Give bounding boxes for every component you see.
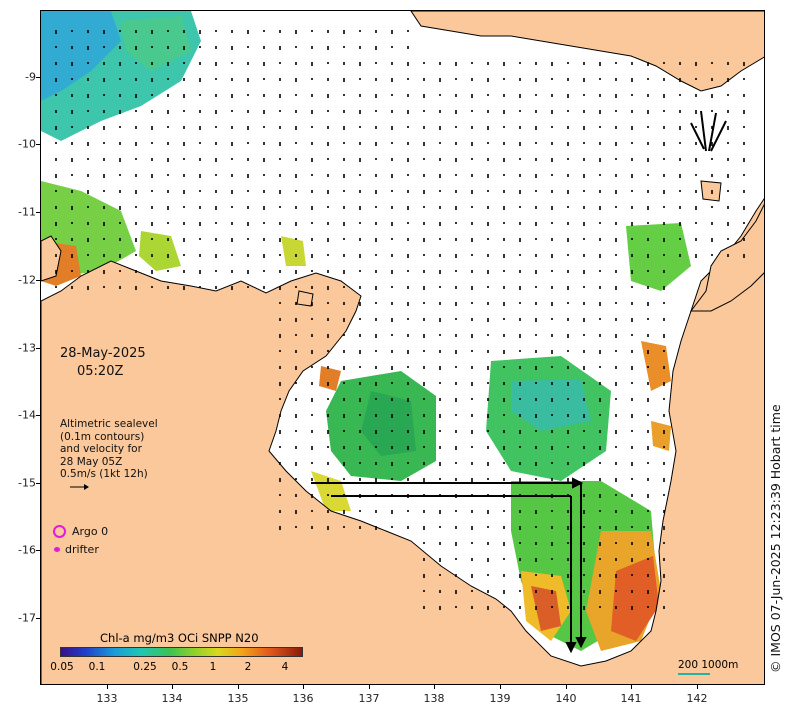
latitude-tick: [36, 77, 40, 78]
date-label: 28-May-2025: [60, 346, 146, 361]
longitude-tick-label: 135: [227, 692, 249, 705]
colorbar-tick-label: 0.25: [133, 661, 157, 673]
longitude-tick-label: 136: [292, 692, 314, 705]
time-label: 05:20Z: [77, 364, 124, 379]
latitude-tick: [36, 144, 40, 145]
chlorophyll-colorbar: [60, 647, 303, 657]
latitude-tick: [36, 550, 40, 551]
colorbar-tick-label: 1: [209, 661, 217, 673]
latitude-tick-label: -10: [18, 137, 36, 151]
colorbar-tick-label: 2: [244, 661, 252, 673]
latitude-tick: [36, 212, 40, 213]
altimetry-line: (0.1m contours): [60, 430, 145, 443]
colorbar-tick-label: 4: [281, 661, 289, 673]
latitude-tick-label: -16: [18, 543, 36, 557]
longitude-tick: [107, 685, 108, 689]
longitude-tick-label: 141: [620, 692, 642, 705]
colorbar-tick-label: 0.5: [171, 661, 189, 673]
latitude-tick: [36, 415, 40, 416]
argo-legend-label: Argo 0: [72, 525, 109, 538]
colorbar-tick-label: 0.05: [50, 661, 74, 673]
chlorophyll-layer: [41, 11, 691, 651]
longitude-tick: [303, 685, 304, 689]
longitude-tick: [369, 685, 370, 689]
longitude-tick: [434, 685, 435, 689]
longitude-tick: [566, 685, 567, 689]
land-layer: [41, 11, 764, 684]
ne-arrow-cluster: [690, 110, 727, 152]
latitude-tick-label: -13: [18, 341, 36, 355]
longitude-tick-label: 134: [161, 692, 183, 705]
map-canvas[interactable]: [41, 11, 765, 685]
altimetry-description: Altimetric sealevel (0.1m contours) and …: [60, 418, 158, 481]
altimetry-line: Altimetric sealevel: [60, 418, 158, 430]
altimetry-line: 0.5m/s (1kt 12h): [60, 468, 148, 480]
latitude-tick: [36, 618, 40, 619]
longitude-tick: [172, 685, 173, 689]
credit-text: © IMOS 07-Jun-2025 12:23:39 Hobart time: [768, 404, 783, 673]
latitude-tick-label: -17: [18, 611, 36, 625]
longitude-tick: [631, 685, 632, 689]
drifter-marker-icon: [54, 547, 60, 552]
latitude-tick-label: -14: [18, 408, 36, 422]
longitude-tick-label: 140: [555, 692, 577, 705]
latitude-tick-label: -15: [18, 476, 36, 490]
longitude-tick: [500, 685, 501, 689]
velocity-arrows: [55, 30, 745, 610]
latitude-tick: [36, 348, 40, 349]
drifter-legend-label: drifter: [65, 543, 99, 556]
altimetry-line: 28 May 05Z: [60, 455, 123, 468]
longitude-tick: [697, 685, 698, 689]
argo-marker-icon: [53, 525, 66, 538]
current-arrows: [311, 477, 587, 654]
longitude-tick-label: 139: [489, 692, 511, 705]
longitude-tick: [238, 685, 239, 689]
longitude-tick-label: 137: [358, 692, 380, 705]
altimetry-line: and velocity for: [60, 443, 142, 455]
velocity-scale-arrow-icon: [70, 484, 89, 490]
map-frame[interactable]: [40, 10, 765, 685]
depth-scale-bar: [678, 673, 710, 675]
longitude-tick-label: 138: [423, 692, 445, 705]
latitude-tick-label: -12: [18, 273, 36, 287]
longitude-tick-label: 142: [686, 692, 708, 705]
colorbar-title: Chl-a mg/m3 OCi SNPP N20: [100, 631, 259, 645]
colorbar-tick-label: 0.1: [88, 661, 106, 673]
latitude-tick: [36, 280, 40, 281]
latitude-tick: [36, 483, 40, 484]
longitude-tick-label: 133: [96, 692, 118, 705]
latitude-tick-label: -11: [18, 205, 36, 219]
latitude-tick-label: -9: [25, 70, 36, 84]
depth-scale-label: 200 1000m: [678, 659, 739, 671]
